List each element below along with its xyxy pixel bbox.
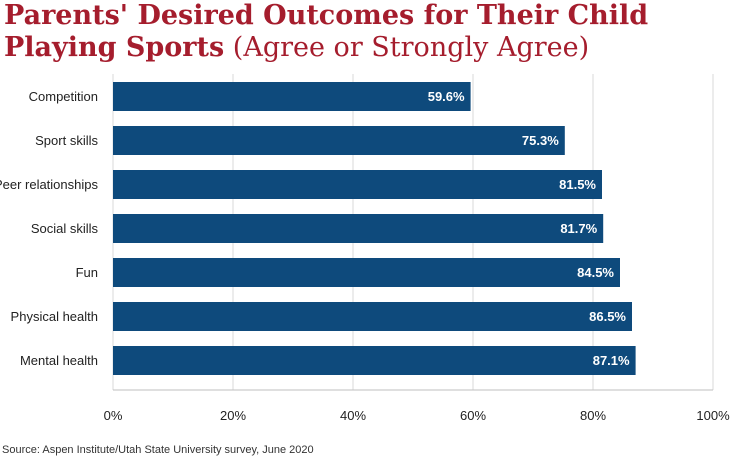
data-label: 59.6%: [428, 89, 465, 104]
category-label: Physical health: [11, 309, 98, 324]
category-label: Fun: [76, 265, 98, 280]
bar: [113, 302, 632, 331]
data-label: 75.3%: [522, 133, 559, 148]
source-note: Source: Aspen Institute/Utah State Unive…: [2, 444, 314, 456]
x-tick-label: 20%: [220, 408, 246, 420]
bar: [113, 170, 602, 199]
data-label: 81.5%: [559, 177, 596, 192]
data-label: 86.5%: [589, 309, 626, 324]
x-tick-label: 80%: [580, 408, 606, 420]
x-tick-label: 60%: [460, 408, 486, 420]
bar: [113, 82, 471, 111]
category-label: Social skills: [31, 221, 99, 236]
bar: [113, 258, 620, 287]
category-label: Mental health: [20, 353, 98, 368]
x-tick-label: 0%: [104, 408, 123, 420]
bar: [113, 346, 636, 375]
x-tick-label: 100%: [696, 408, 730, 420]
data-label: 81.7%: [560, 221, 597, 236]
bar: [113, 126, 565, 155]
category-label: Peer relationships: [0, 177, 98, 192]
data-label: 84.5%: [577, 265, 614, 280]
data-label: 87.1%: [593, 353, 630, 368]
x-tick-label: 40%: [340, 408, 366, 420]
chart-title: Parents' Desired Outcomes for Their Chil…: [4, 0, 744, 64]
category-label: Competition: [29, 89, 98, 104]
chart-title-main: Parents' Desired Outcomes for Their Chil…: [4, 0, 649, 63]
bar: [113, 214, 604, 243]
category-label: Sport skills: [35, 133, 98, 148]
bar-chart: 0% 20% 40% 60% 80% 100% Competition 59.6% Sport …: [0, 74, 730, 420]
chart-title-sub: (Agree or Strongly Agree): [232, 32, 590, 63]
